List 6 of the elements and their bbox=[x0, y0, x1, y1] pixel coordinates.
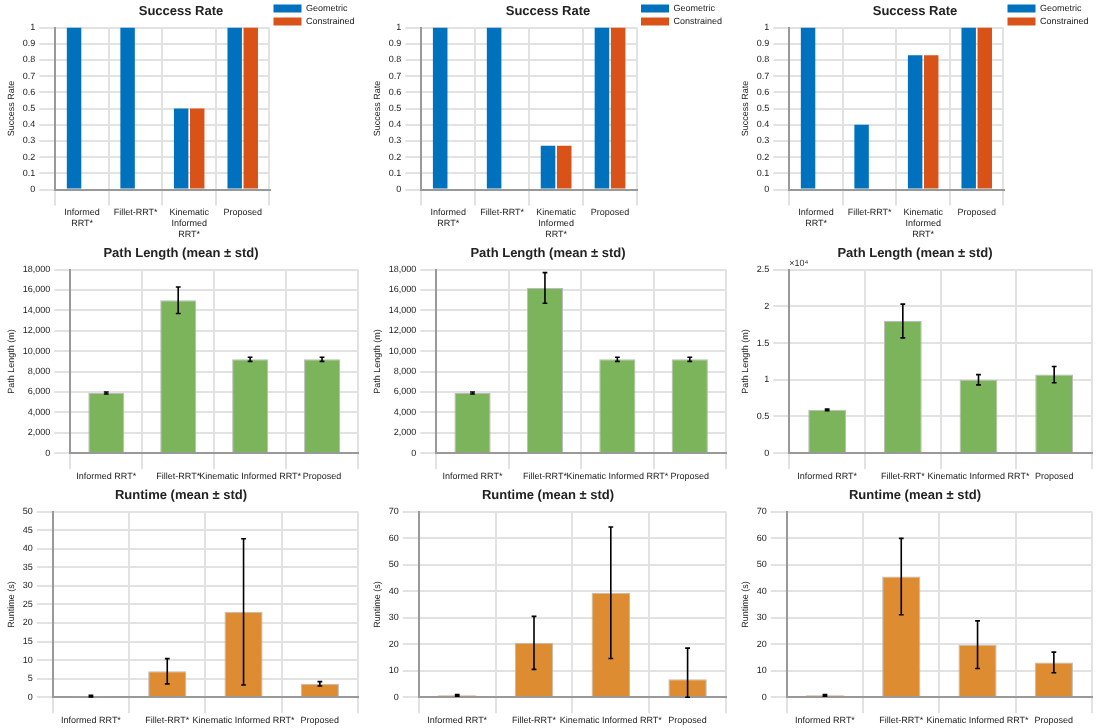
bar bbox=[907, 55, 923, 189]
bar bbox=[961, 27, 976, 189]
bar bbox=[977, 27, 992, 189]
bar bbox=[854, 124, 869, 189]
bar bbox=[923, 55, 939, 189]
bar bbox=[800, 27, 816, 189]
